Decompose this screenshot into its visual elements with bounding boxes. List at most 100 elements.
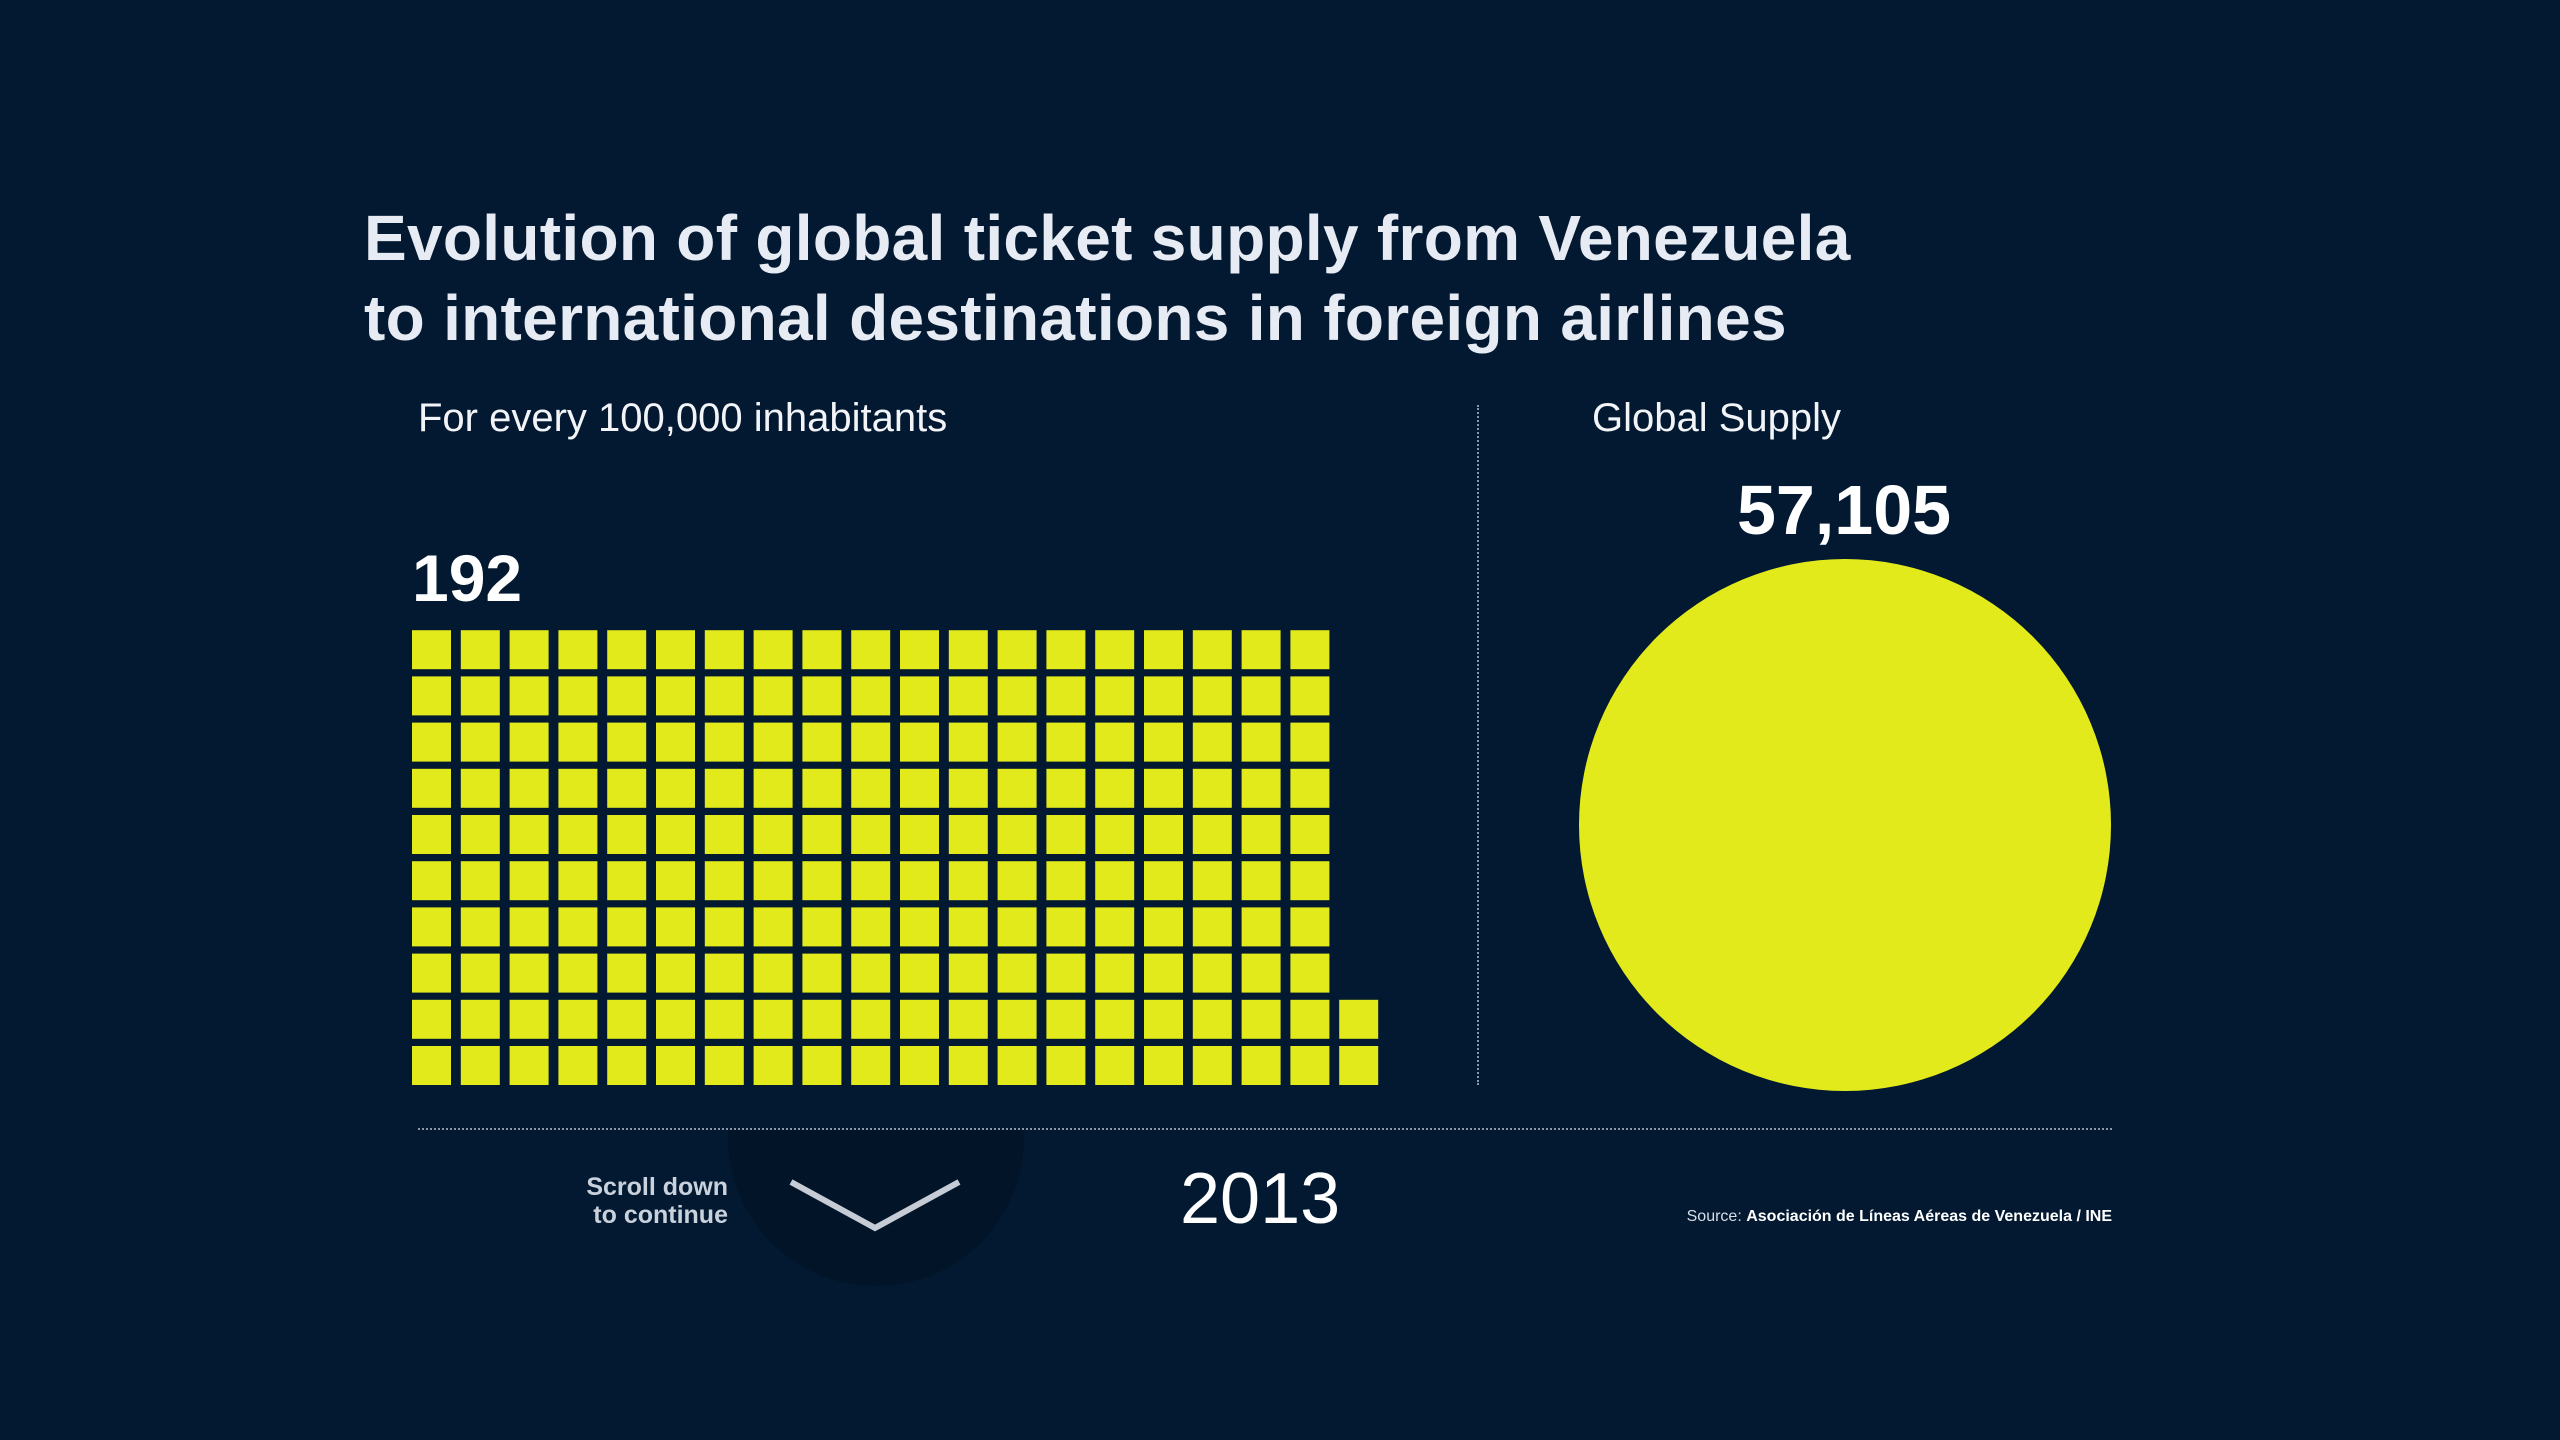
waffle-square [558,722,598,762]
waffle-square [1046,815,1086,854]
waffle-square [1144,630,1183,670]
waffle-square [1095,768,1135,808]
waffle-square [704,1046,744,1085]
waffle-square [460,630,500,670]
source-prefix: Source: [1686,1208,1747,1225]
waffle-square [460,861,500,901]
waffle-square [412,676,451,716]
chart-title: Evolution of global ticket supply from V… [364,198,2064,358]
vertical-divider [1477,405,1479,1085]
waffle-square [412,722,451,762]
waffle-square [656,676,695,716]
waffle-square [851,953,891,993]
waffle-square [607,722,647,762]
waffle-square [900,676,939,716]
waffle-square [997,1046,1037,1085]
waffle-square [509,999,549,1039]
waffle-square [607,815,647,854]
waffle-square [1192,907,1232,947]
waffle-square [607,768,647,808]
waffle-square [1241,768,1281,808]
waffle-square [1241,722,1281,762]
waffle-square [509,630,549,670]
waffle-square [851,999,891,1039]
waffle-square [948,722,988,762]
waffle-square [900,630,939,670]
waffle-square [1241,1046,1281,1085]
waffle-square [1290,722,1330,762]
waffle-square [509,1046,549,1085]
waffle-square [997,722,1037,762]
waffle-square [851,1046,891,1085]
waffle-square [900,722,939,762]
waffle-square [802,1046,842,1085]
waffle-square [558,1046,598,1085]
waffle-square [509,722,549,762]
year-label: 2013 [1180,1159,1341,1239]
waffle-square [753,907,793,947]
waffle-square [851,768,891,808]
waffle-square [460,676,500,716]
waffle-square [656,907,695,947]
waffle-square [948,999,988,1039]
waffle-square [1095,999,1135,1039]
waffle-square [1290,630,1330,670]
scroll-down-hint[interactable]: Scroll down to continue [520,1173,728,1229]
waffle-square [1241,815,1281,854]
waffle-square [460,1046,500,1085]
waffle-square [704,815,744,854]
waffle-square [1241,907,1281,947]
waffle-square [1192,999,1232,1039]
waffle-square [851,630,891,670]
waffle-square [1339,1046,1379,1085]
global-supply-bubble [1579,559,2111,1091]
waffle-square [997,907,1037,947]
waffle-square [1192,953,1232,993]
waffle-square [900,815,939,854]
waffle-square [948,676,988,716]
waffle-square [1144,999,1183,1039]
waffle-square [460,815,500,854]
waffle-square [802,907,842,947]
waffle-square [802,999,842,1039]
waffle-square [1192,676,1232,716]
waffle-square [1144,1046,1183,1085]
waffle-square [753,676,793,716]
waffle-square [656,768,695,808]
waffle-square [1192,630,1232,670]
waffle-square [997,815,1037,854]
waffle-square [1095,815,1135,854]
waffle-square [558,999,598,1039]
waffle-square [656,630,695,670]
waffle-square [900,768,939,808]
waffle-square [997,999,1037,1039]
waffle-square [997,768,1037,808]
waffle-square [656,1046,695,1085]
waffle-square [900,1046,939,1085]
waffle-square [1046,630,1086,670]
waffle-square [802,768,842,808]
waffle-square [802,953,842,993]
waffle-square [1046,999,1086,1039]
waffle-square [851,676,891,716]
waffle-square [1290,953,1330,993]
waffle-square [558,861,598,901]
waffle-square [704,907,744,947]
waffle-square [1144,861,1183,901]
waffle-square [997,676,1037,716]
waffle-square [1192,768,1232,808]
waffle-square [802,861,842,901]
waffle-square [851,815,891,854]
chevron-down-icon[interactable] [785,1170,965,1240]
waffle-square [1046,676,1086,716]
waffle-square [607,676,647,716]
waffle-square [412,861,451,901]
waffle-square [802,630,842,670]
waffle-square [704,768,744,808]
waffle-square [1290,907,1330,947]
waffle-square [997,953,1037,993]
global-supply-subtitle: Global Supply [1592,396,1842,440]
waffle-square [704,722,744,762]
waffle-square [1241,676,1281,716]
